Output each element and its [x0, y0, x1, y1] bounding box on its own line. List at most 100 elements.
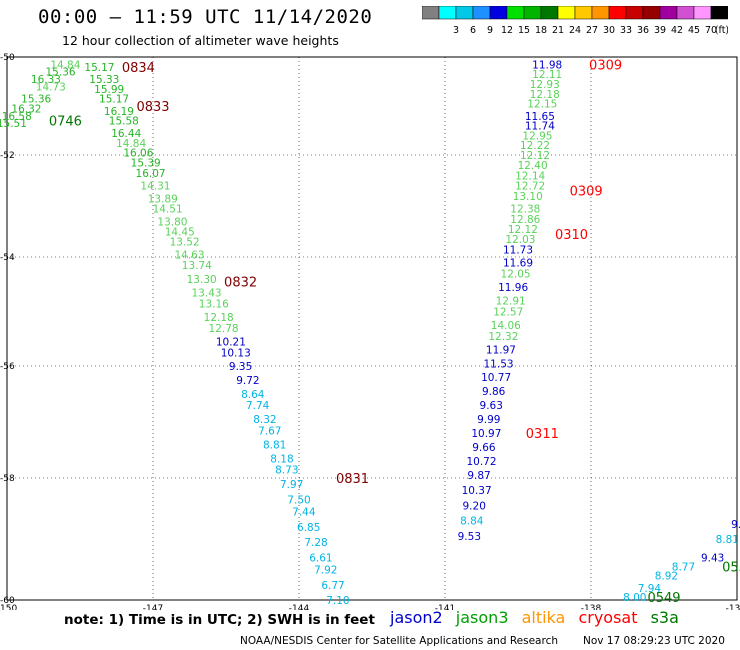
wave-height-value: 9.99 — [477, 414, 500, 426]
pass-time-label: 0746 — [49, 115, 82, 130]
wave-height-value: 15.51 — [0, 118, 27, 130]
wave-height-value: 12.15 — [527, 99, 557, 111]
wave-height-value: 11.73 — [503, 244, 533, 256]
wave-height-value: 13.43 — [192, 287, 222, 299]
wave-height-value: 10.97 — [471, 428, 501, 440]
wave-height-value: 14.45 — [165, 227, 195, 239]
lat-tick-label: -56 — [0, 362, 15, 372]
wave-height-value: 11.96 — [498, 282, 528, 294]
wave-height-value: 9.20 — [463, 500, 486, 512]
lat-tick-label: -60 — [0, 596, 15, 606]
wave-height-value: 13.74 — [182, 260, 212, 272]
wave-height-value: 8.73 — [275, 465, 298, 477]
wave-height-value: 15.39 — [131, 158, 161, 170]
wave-height-value: 12.05 — [501, 268, 531, 280]
sat-s3a: s3a — [650, 608, 679, 627]
legend-unit: (ft) — [715, 25, 728, 36]
sat-cryosat: cryosat — [578, 608, 638, 627]
map-frame — [6, 56, 738, 601]
wave-height-value: 14.73 — [36, 81, 66, 93]
wave-height-value: 11.98 — [532, 59, 562, 71]
wave-height-value: 7.94 — [638, 583, 662, 595]
wave-height-value: 12.11 — [532, 69, 562, 81]
wave-height-value: 14.84 — [50, 59, 80, 71]
wave-height-value: 10.72 — [466, 456, 496, 468]
wave-height-value: 11.65 — [525, 111, 555, 123]
wave-height-value: 15.33 — [89, 74, 119, 86]
wave-height-value: 12.78 — [209, 323, 239, 335]
pass-time-label: 0831 — [336, 472, 369, 487]
wave-height-value: 11.53 — [484, 358, 514, 370]
wave-height-value: 15.17 — [99, 94, 129, 106]
wave-height-value: 15.36 — [46, 67, 76, 79]
wave-height-value: 12.72 — [515, 181, 545, 193]
lon-tick-label: -150 — [0, 604, 17, 610]
wave-height-value: 16.32 — [11, 103, 41, 115]
color-legend: 3 6 9 12 15 18 21 24 27 30 33 36 39 42 45 70 (ft) — [421, 5, 729, 36]
wave-height-value: 13.30 — [187, 274, 217, 286]
lon-tick-label: -147 — [143, 604, 163, 610]
legend-tick-label: 27 — [586, 25, 598, 36]
wave-height-value: 10.21 — [216, 336, 246, 348]
track-cryosat: 11.9812.1112.9312.1812.1511.6511.7412.95… — [458, 58, 623, 543]
wave-height-value: 9.72 — [236, 375, 259, 387]
wave-height-value: 9.53 — [458, 531, 481, 543]
wave-height-value: 16.19 — [104, 106, 134, 118]
legend-tick-label: 24 — [569, 25, 581, 36]
legend-tick-label: 33 — [620, 25, 632, 36]
wave-height-value: 6.61 — [309, 552, 332, 564]
wave-height-value: 12.91 — [496, 296, 526, 308]
wave-height-value: 11.97 — [486, 345, 516, 357]
legend-tick-label: 45 — [688, 25, 700, 36]
wave-height-value: 9.63 — [480, 400, 503, 412]
wave-height-value: 12.18 — [530, 89, 560, 101]
pass-time-label: 0834 — [122, 61, 155, 76]
wave-height-value: 8.92 — [655, 571, 678, 583]
legend-tick-label: 70 — [705, 25, 717, 36]
wave-height-value: 12.38 — [510, 204, 540, 216]
wave-height-value: 9.43 — [701, 552, 724, 564]
wave-height-value: 12.18 — [204, 312, 234, 324]
legend-tick-label: 30 — [603, 25, 615, 36]
wave-height-value: 9.35 — [229, 361, 252, 373]
wave-height-value: 8.81 — [263, 439, 286, 451]
wave-height-value: 13.89 — [148, 193, 178, 205]
wave-height-value: 7.74 — [246, 400, 270, 412]
credit-line: NOAA/NESDIS Center for Satellite Applica… — [240, 635, 558, 647]
wave-height-value: 9.66 — [472, 442, 496, 454]
lon-tick-label: -141 — [435, 604, 455, 610]
legend-tick-label: 9 — [487, 25, 493, 36]
wave-height-value: 15.17 — [84, 62, 114, 74]
page-subtitle: 12 hour collection of altimeter wave hei… — [62, 33, 339, 48]
legend-tick-label: 39 — [654, 25, 666, 36]
wave-height-value: 12.32 — [488, 331, 518, 343]
wave-height-value: 14.51 — [153, 204, 183, 216]
wave-height-value: 14.84 — [116, 138, 146, 150]
wave-height-value: 12.12 — [508, 224, 538, 236]
wave-height-value: 6.85 — [297, 522, 320, 534]
wave-height-value: 16.07 — [136, 168, 166, 180]
wave-height-value: 8.18 — [270, 453, 293, 465]
satellite-legend: jason2 jason3 altika cryosat s3a — [390, 608, 687, 627]
wave-height-value: 15.99 — [94, 84, 124, 96]
wave-height-value: 12.86 — [510, 214, 540, 226]
wave-height-value: 12.12 — [520, 150, 550, 162]
wave-height-value: 14.06 — [491, 320, 521, 332]
pass-time-label: 0310 — [555, 228, 588, 243]
wave-height-value: 11.74 — [525, 121, 555, 133]
wave-height-value: 7.28 — [304, 537, 327, 549]
wave-height-value: 7.97 — [280, 479, 303, 491]
wave-height-value: 7.92 — [314, 565, 337, 577]
lat-tick-label: -54 — [0, 253, 15, 263]
generated-timestamp: Nov 17 08:29:23 UTC 2020 — [583, 635, 725, 647]
map-grid: -150 -147 -144 -141 -138 -13 -50 -52 -54 -56 -58 -6… — [0, 53, 740, 610]
wave-height-value: 15.36 — [21, 94, 51, 106]
wave-height-value: 9.3 — [731, 519, 740, 531]
lat-tick-label: -58 — [0, 474, 15, 484]
pass-time-label: 055 — [722, 560, 740, 575]
legend-tick-label: 15 — [518, 25, 530, 36]
legend-tick-label: 3 — [453, 25, 459, 36]
legend-tick-label: 36 — [637, 25, 649, 36]
wave-height-value: 12.03 — [505, 234, 535, 246]
